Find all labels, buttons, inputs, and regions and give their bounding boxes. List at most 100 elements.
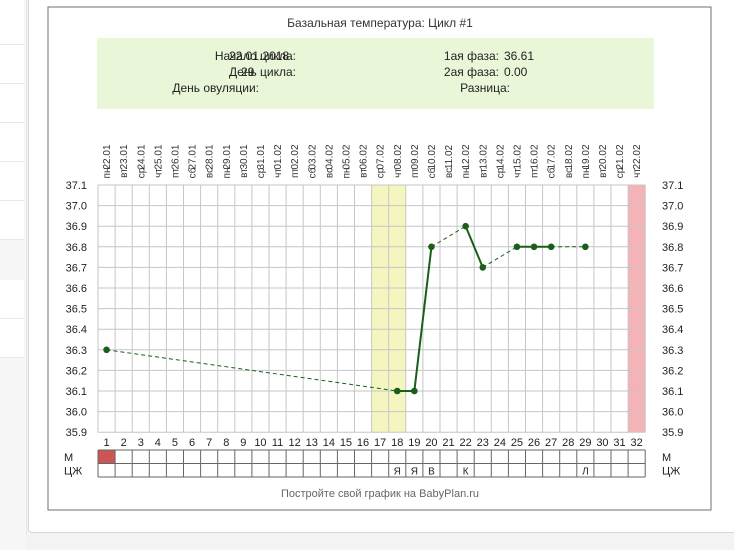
date-label: 10.02 [427,144,438,169]
sidebar-block [0,319,24,358]
y-tick-label-right: 35.9 [662,427,683,439]
y-tick-label-right: 36.4 [662,324,683,336]
day-number: 15 [340,437,352,449]
weekday-label: пт [290,168,301,178]
date-label: 11.02 [444,144,455,169]
date-label: 29.01 [222,144,233,169]
sidebar-block [0,123,24,162]
weekday-label: вт [119,168,130,178]
menstruation-cell [98,450,116,464]
info-box: Начало цикла: 22.01.2018 День цикла: 29 … [97,38,654,109]
day-number: 9 [240,437,246,449]
data-point [513,243,521,251]
date-label: 31.01 [256,144,267,169]
data-point [530,243,538,251]
sidebar-block [0,162,24,201]
day-number: 29 [579,437,591,449]
weekday-label: пт [170,168,181,178]
day-number: 28 [562,437,574,449]
day-number: 32 [631,437,643,449]
date-label: 24.01 [136,144,147,169]
ovulation-day-label: День овуляции: [172,81,259,95]
weekday-label: вт [478,168,489,178]
y-tick-label-left: 36.7 [66,262,87,274]
phase1-value: 36.61 [504,49,534,63]
weekday-label: чт [153,168,164,178]
date-label: 17.02 [547,144,558,169]
y-tick-label-right: 36.2 [662,365,683,377]
date-label: 22.01 [102,144,113,169]
weekday-label: чт [632,168,643,178]
row-label-cm-right: ЦЖ [662,466,680,478]
cycle-start-label: Начало цикла: [215,49,296,63]
y-tick-label-left: 36.5 [66,304,87,316]
day-number-labels: 1 2 3 4 5 6 7 8 9 10 11 12 13 14 15 16 17 18 19 20 21 22 23 24 2… [103,437,642,449]
data-point [103,346,110,354]
phase2-value: 0.00 [504,65,528,79]
day-number: 24 [494,437,506,449]
date-label: 16.02 [530,144,541,169]
day-number: 12 [289,437,301,449]
y-tick-label-left: 36.8 [66,242,87,254]
cm-mark: Л [582,467,589,478]
weekday-label: ср [376,167,387,178]
y-tick-label-left: 37.1 [66,180,87,192]
sidebar-block [0,201,24,240]
weekday-label: пт [410,168,421,178]
date-label: 26.01 [170,144,181,169]
weekday-label: сб [306,167,318,178]
day-number: 10 [254,437,266,449]
cm-mark: К [463,467,469,478]
day-number: 21 [442,437,454,449]
weekday-label: пн [341,168,352,179]
date-label: 08.02 [393,144,404,169]
weekday-label: чт [512,168,523,178]
y-tick-label-left: 36.0 [66,407,87,419]
y-tick-label-left: 36.1 [66,386,87,398]
day-number: 19 [408,437,420,449]
day-number: 22 [460,437,472,449]
sidebar-block [0,280,24,319]
date-label: 13.02 [478,144,489,169]
day-number: 1 [103,437,109,449]
weekday-label: вс [444,168,455,178]
y-tick-label-right: 37.0 [662,201,683,213]
y-tick-label-left: 36.4 [66,324,87,336]
date-label: 04.02 [324,144,335,169]
date-label: 14.02 [495,144,506,169]
data-point [547,243,555,251]
cm-mark: В [428,467,435,478]
day-number: 17 [374,437,386,449]
row-label-m-right: М [662,452,671,464]
weekday-label: пн [581,168,592,179]
weekday-label: пт [530,168,541,178]
date-label: 28.01 [205,144,216,169]
cycle-day-label: День цикла: [229,65,296,79]
day-number: 3 [138,437,144,449]
day-number: 16 [357,437,369,449]
date-label: 07.02 [376,144,387,169]
row-label-m-left: М [64,452,73,464]
day-number: 7 [206,437,212,449]
y-tick-label-right: 36.1 [662,386,683,398]
date-label: 15.02 [512,144,523,169]
date-label: 09.02 [410,144,421,169]
date-label: 30.01 [239,144,250,169]
y-tick-label-left: 36.6 [66,283,87,295]
y-tick-label-left: 36.2 [66,365,87,377]
day-number: 25 [511,437,523,449]
line-segment [464,225,484,268]
phase2-label: 2ая фаза: [444,65,499,79]
weekday-label: ср [256,167,267,178]
day-number: 20 [425,437,437,449]
y-tick-label-left: 37.0 [66,201,87,213]
phase1-label: 1ая фаза: [444,49,499,63]
weekday-label: ср [136,167,147,178]
y-tick-label-left: 36.9 [66,221,87,233]
weekday-label: вт [239,168,250,178]
line-segment [413,246,433,392]
weekday-label: вт [359,168,370,178]
row-label-cm-left: ЦЖ [64,466,82,478]
footer-text: Постройте свой график на BabyPlan.ru [281,488,479,500]
